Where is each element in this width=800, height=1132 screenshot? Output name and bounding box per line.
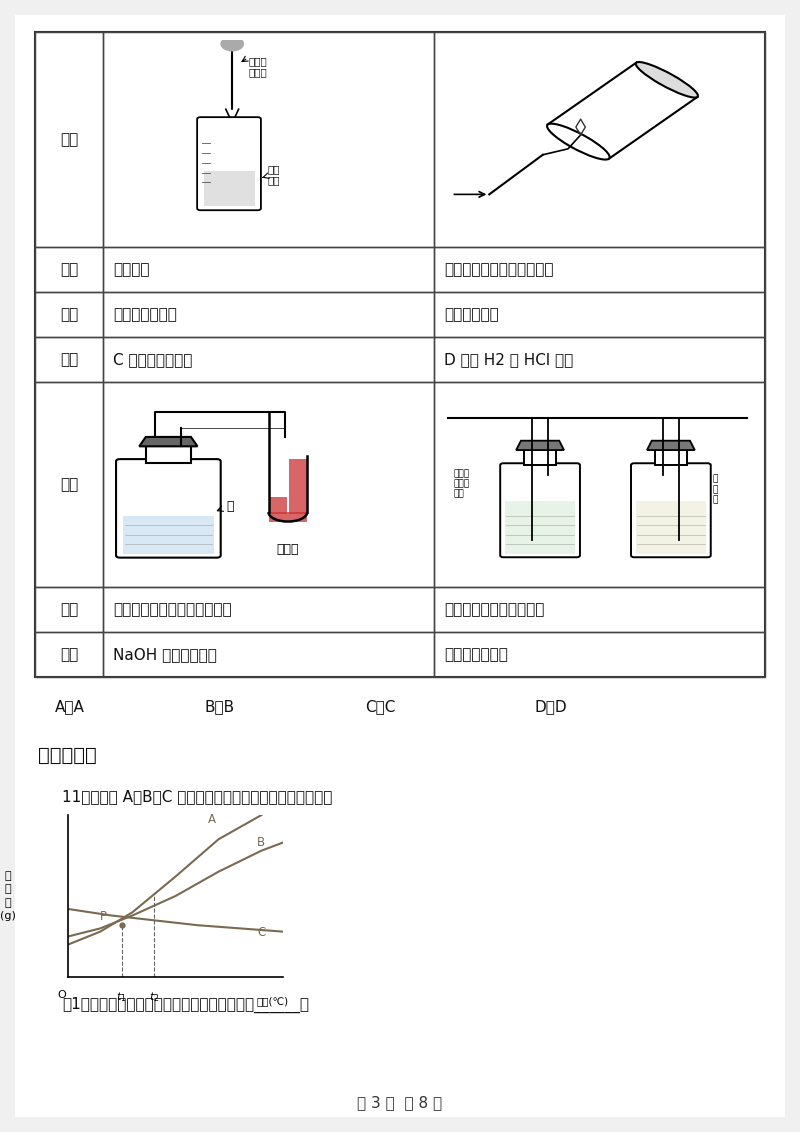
Text: B: B bbox=[258, 835, 266, 849]
Bar bbox=[35, 588, 103, 632]
Bar bbox=[434, 632, 765, 677]
Bar bbox=[103, 381, 434, 588]
Text: 水: 水 bbox=[226, 500, 234, 513]
Bar bbox=[35, 381, 103, 588]
Text: 温度(℃): 温度(℃) bbox=[256, 996, 288, 1006]
Bar bbox=[434, 247, 765, 292]
Polygon shape bbox=[139, 437, 198, 446]
Text: A、A: A、A bbox=[55, 700, 85, 714]
FancyBboxPatch shape bbox=[500, 463, 580, 557]
Text: 溩液变蓝: 溩液变蓝 bbox=[113, 261, 150, 277]
Bar bbox=[123, 516, 214, 554]
Bar bbox=[289, 460, 306, 514]
Text: 紫色石
蕊溶液: 紫色石 蕊溶液 bbox=[248, 55, 267, 77]
Text: 二、填空题: 二、填空题 bbox=[38, 746, 97, 764]
Text: 瓶中长导管口有气泡冒出: 瓶中长导管口有气泡冒出 bbox=[444, 602, 544, 617]
Bar bbox=[103, 337, 434, 381]
Text: 11．如图是 A、B、C 三种固体物质的溩解度曲线，请回答：: 11．如图是 A、B、C 三种固体物质的溩解度曲线，请回答： bbox=[62, 789, 332, 805]
Text: 饱和碳
酸氢钠
溶液: 饱和碳 酸氢钠 溶液 bbox=[454, 469, 470, 499]
Bar bbox=[35, 337, 103, 381]
Text: 无色
溶液: 无色 溶液 bbox=[267, 164, 280, 186]
Text: 目的: 目的 bbox=[60, 352, 78, 367]
Text: 操作: 操作 bbox=[60, 477, 78, 492]
Bar bbox=[203, 171, 254, 206]
Text: 气体燃烧，烧杯内壁有水雾: 气体燃烧，烧杯内壁有水雾 bbox=[444, 261, 554, 277]
Bar bbox=[505, 500, 575, 554]
Bar bbox=[434, 337, 765, 381]
Bar bbox=[35, 32, 765, 677]
Bar bbox=[655, 448, 687, 465]
Bar bbox=[269, 512, 306, 522]
Text: A: A bbox=[208, 813, 216, 826]
Bar bbox=[35, 247, 103, 292]
Text: $t_1$: $t_1$ bbox=[117, 990, 127, 1004]
Bar bbox=[35, 292, 103, 337]
Bar bbox=[103, 292, 434, 337]
Text: 结论: 结论 bbox=[60, 307, 78, 321]
Text: D、D: D、D bbox=[535, 700, 568, 714]
Text: 该溩液为碱溩液: 该溩液为碱溩液 bbox=[113, 307, 177, 321]
Text: 现象: 现象 bbox=[60, 261, 78, 277]
Text: 现象: 现象 bbox=[60, 602, 78, 617]
Bar bbox=[35, 32, 103, 247]
Bar bbox=[434, 588, 765, 632]
Bar bbox=[548, 62, 698, 158]
Text: 获得纯净的氢气: 获得纯净的氢气 bbox=[444, 648, 508, 662]
Ellipse shape bbox=[636, 62, 698, 97]
Bar bbox=[434, 381, 765, 588]
Text: 该气体为氢气: 该气体为氢气 bbox=[444, 307, 498, 321]
Text: C: C bbox=[258, 926, 266, 940]
Text: 红墨水液面左端下降右端上升: 红墨水液面左端下降右端上升 bbox=[113, 602, 232, 617]
Text: C 研究溩解吸放燭: C 研究溩解吸放燭 bbox=[113, 352, 192, 367]
FancyBboxPatch shape bbox=[631, 463, 710, 557]
Bar bbox=[35, 632, 103, 677]
Bar bbox=[434, 292, 765, 337]
Ellipse shape bbox=[221, 37, 243, 51]
Text: 浓
硫
酸: 浓 硫 酸 bbox=[712, 474, 718, 505]
Text: 溶
解
度
(g): 溶 解 度 (g) bbox=[0, 872, 16, 920]
Bar bbox=[103, 32, 434, 247]
Bar bbox=[434, 32, 765, 247]
Text: D 除去 H2 中 HCl 气体: D 除去 H2 中 HCl 气体 bbox=[444, 352, 574, 367]
Text: O: O bbox=[57, 990, 66, 1000]
Text: 第 3 页  共 8 页: 第 3 页 共 8 页 bbox=[358, 1095, 442, 1110]
Text: 操作: 操作 bbox=[60, 132, 78, 147]
Text: P: P bbox=[100, 910, 107, 924]
Text: $t_2$: $t_2$ bbox=[149, 990, 159, 1004]
Polygon shape bbox=[647, 440, 694, 451]
Text: （1）三种物质中，溩解度受温度影响较小的是______。: （1）三种物质中，溩解度受温度影响较小的是______。 bbox=[62, 997, 309, 1013]
Polygon shape bbox=[516, 440, 564, 451]
Text: NaOH 固体溩解放燭: NaOH 固体溩解放燭 bbox=[113, 648, 217, 662]
FancyBboxPatch shape bbox=[116, 460, 221, 558]
Text: 红墨水: 红墨水 bbox=[277, 543, 299, 556]
Text: B、B: B、B bbox=[205, 700, 235, 714]
Bar bbox=[524, 448, 556, 465]
FancyBboxPatch shape bbox=[197, 117, 261, 211]
Text: 结论: 结论 bbox=[60, 648, 78, 662]
Ellipse shape bbox=[547, 123, 610, 160]
Bar bbox=[146, 445, 191, 463]
Bar bbox=[103, 632, 434, 677]
Bar bbox=[636, 500, 706, 554]
Bar bbox=[103, 247, 434, 292]
Bar bbox=[103, 588, 434, 632]
Text: C、C: C、C bbox=[365, 700, 395, 714]
Bar bbox=[269, 497, 287, 514]
